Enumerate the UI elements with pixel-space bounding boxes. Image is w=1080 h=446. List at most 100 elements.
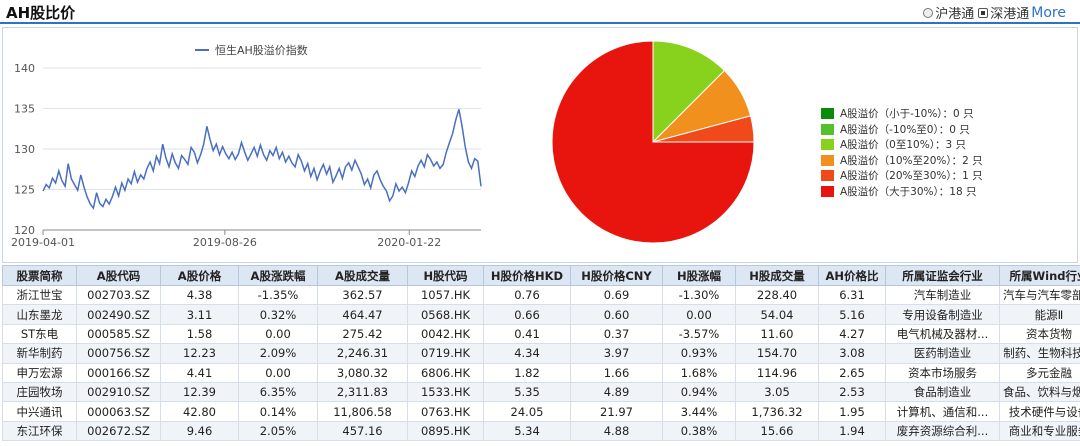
option-shenzhen-connect-label: 深港通 [990, 7, 1030, 22]
a-price-cell: 3.11 [160, 304, 239, 325]
h-volume-cell: 228.40 [735, 284, 819, 306]
column-header[interactable]: A股涨跌幅 [238, 265, 318, 286]
a-price-cell: 12.23 [160, 343, 239, 364]
h-change-cell: 0.00 [662, 304, 736, 325]
h-price-hkd-cell: 0.76 [483, 284, 571, 306]
y-tick-label: 120 [14, 224, 35, 237]
wind-industry-cell: 食品、饮料与烟草 [999, 381, 1080, 403]
table-header-row: 股票简称 A股代码 A股价格 A股涨跌幅 A股成交量 H股代码 H股价格HKD … [2, 265, 1080, 286]
column-header[interactable]: A股代码 [76, 265, 161, 286]
column-header[interactable]: H股价格CNY [570, 265, 663, 286]
market-switch: 沪港通 深港通 More [919, 3, 1066, 22]
a-volume-cell: 3,080.32 [317, 362, 408, 383]
legend-label: A股溢价（20%至30%）：1 只 [840, 170, 983, 183]
table-row[interactable]: 浙江世宝 002703.SZ 4.38 -1.35% 362.57 1057.HK 0.76… [2, 284, 1080, 306]
csrc-industry-cell: 电气机械及器材... [885, 323, 1000, 345]
table-row[interactable]: 东江环保 002672.SZ 9.46 2.05% 457.16 0895.HK 5.34 4… [2, 420, 1080, 442]
a-volume-cell: 464.47 [317, 304, 408, 325]
h-price-hkd-cell: 24.05 [483, 401, 571, 422]
legend-item: A股溢价（0至10%）：3 只 [821, 137, 983, 153]
csrc-industry-cell: 计算机、通信和... [885, 401, 1000, 422]
legend-item: A股溢价（20%至30%）：1 只 [821, 168, 983, 184]
pie-slice-5[interactable] [551, 40, 755, 244]
more-link[interactable]: More [1031, 4, 1066, 21]
table-row[interactable]: 新华制药 000756.SZ 12.23 2.09% 2,246.31 0719.HK 4.… [2, 343, 1080, 364]
table-row[interactable]: ST东电 000585.SZ 1.58 0.00 275.42 0042.HK 0.41 0.… [2, 323, 1080, 345]
column-header[interactable]: 股票简称 [2, 265, 77, 286]
legend-swatch [821, 108, 834, 120]
h-code-cell: 6806.HK [407, 362, 484, 383]
column-header[interactable]: A股成交量 [317, 265, 408, 286]
table-row[interactable]: 中兴通讯 000063.SZ 42.80 0.14% 11,806.58 0763.HK 2… [2, 401, 1080, 422]
a-code-cell: 000063.SZ [76, 401, 161, 422]
table-row[interactable]: 山东墨龙 002490.SZ 3.11 0.32% 464.47 0568.HK 0.66 0… [2, 304, 1080, 325]
h-volume-cell: 3.05 [735, 381, 819, 403]
h-code-cell: 0895.HK [407, 420, 484, 442]
stock-name-cell[interactable]: 庄园牧场 [2, 381, 77, 403]
a-change-cell: 2.05% [238, 420, 318, 442]
stock-name-cell[interactable]: 新华制药 [2, 343, 77, 364]
table-row[interactable]: 庄园牧场 002910.SZ 12.39 6.35% 2,311.83 1533.HK 5.… [2, 381, 1080, 403]
h-price-hkd-cell: 5.34 [483, 420, 571, 442]
h-price-cny-cell: 0.60 [570, 304, 663, 325]
ah-ratio-cell: 3.08 [818, 343, 886, 364]
column-header[interactable]: AH价格比 [818, 265, 886, 286]
wind-industry-cell: 能源Ⅱ [999, 304, 1080, 325]
column-header[interactable]: A股价格 [160, 265, 239, 286]
a-code-cell: 000756.SZ [76, 343, 161, 364]
checkbox-checked-icon[interactable] [978, 7, 989, 18]
option-shanghai-connect[interactable]: 沪港通 [923, 3, 974, 22]
series-line-hs-ah-premium [42, 109, 482, 210]
h-price-hkd-cell: 1.82 [483, 362, 571, 383]
legend-swatch [821, 185, 834, 197]
option-shenzhen-connect[interactable]: 深港通 [978, 3, 1029, 22]
a-change-cell: 0.14% [238, 401, 318, 422]
column-header[interactable]: H股涨幅 [662, 265, 736, 286]
a-change-cell: 2.09% [238, 343, 318, 364]
radio-unchecked-icon[interactable] [923, 7, 934, 18]
h-price-cny-cell: 0.37 [570, 323, 663, 345]
h-price-hkd-cell: 4.34 [483, 343, 571, 364]
a-volume-cell: 2,246.31 [317, 343, 408, 364]
h-price-cny-cell: 1.66 [570, 362, 663, 383]
column-header[interactable]: 所属证监会行业 [885, 265, 1000, 286]
wind-industry-cell: 汽车与汽车零部件 [999, 284, 1080, 306]
h-volume-cell: 11.60 [735, 323, 819, 345]
page-title: AH股比价 [6, 4, 76, 22]
legend-item: A股溢价（小于-10%）：0 只 [821, 106, 983, 122]
table-row[interactable]: 申万宏源 000166.SZ 4.41 0.00 3,080.32 6806.HK 1.82… [2, 362, 1080, 383]
a-price-cell: 4.41 [160, 362, 239, 383]
y-tick-label: 135 [14, 103, 35, 116]
ah-comparison-table: 股票简称 A股代码 A股价格 A股涨跌幅 A股成交量 H股代码 H股价格HKD … [2, 265, 1080, 442]
h-change-cell: 0.38% [662, 420, 736, 442]
a-volume-cell: 2,311.83 [317, 381, 408, 403]
wind-industry-cell: 多元金融 [999, 362, 1080, 383]
a-change-cell: 0.32% [238, 304, 318, 325]
stock-name-cell[interactable]: ST东电 [2, 323, 77, 345]
stock-name-cell[interactable]: 申万宏源 [2, 362, 77, 383]
h-code-cell: 1057.HK [407, 284, 484, 306]
y-tick-label: 130 [14, 143, 35, 156]
a-code-cell: 002910.SZ [76, 381, 161, 403]
legend-swatch [821, 123, 834, 135]
column-header[interactable]: H股代码 [407, 265, 484, 286]
h-change-cell: 3.44% [662, 401, 736, 422]
h-price-hkd-cell: 0.41 [483, 323, 571, 345]
wind-industry-cell: 商业和专业服务 [999, 420, 1080, 442]
stock-name-cell[interactable]: 中兴通讯 [2, 401, 77, 422]
pie-slice-2[interactable] [652, 40, 726, 144]
legend-label: A股溢价（-10%至0）：0 只 [840, 123, 970, 136]
csrc-industry-cell: 专用设备制造业 [885, 304, 1000, 325]
ah-ratio-cell: 4.27 [818, 323, 886, 345]
h-volume-cell: 114.96 [735, 362, 819, 383]
stock-name-cell[interactable]: 东江环保 [2, 420, 77, 442]
h-price-hkd-cell: 5.35 [483, 381, 571, 403]
column-header[interactable]: H股价格HKD [483, 265, 571, 286]
stock-name-cell[interactable]: 山东墨龙 [2, 304, 77, 325]
a-volume-cell: 11,806.58 [317, 401, 408, 422]
stock-name-cell[interactable]: 浙江世宝 [2, 284, 77, 306]
wind-industry-cell: 资本货物 [999, 323, 1080, 345]
column-header[interactable]: H股成交量 [735, 265, 819, 286]
y-tick-label: 125 [14, 184, 35, 197]
column-header[interactable]: 所属Wind行业 [999, 265, 1080, 286]
